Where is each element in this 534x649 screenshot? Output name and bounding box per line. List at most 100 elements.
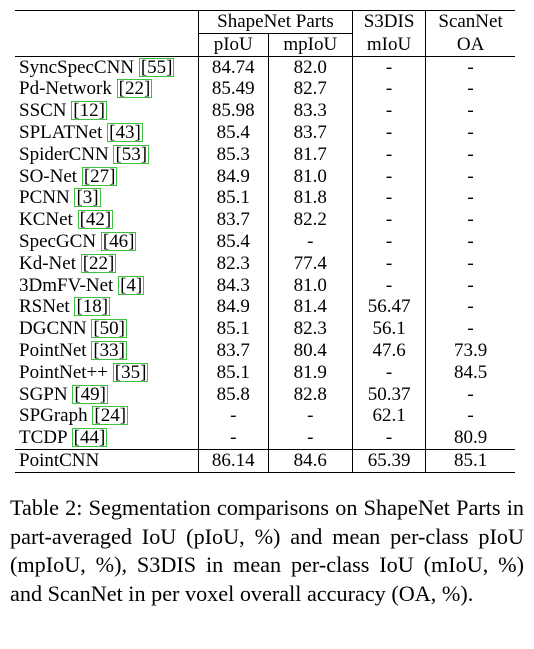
oa-cell: - — [467, 296, 474, 318]
piou-cell: 85.1 — [198, 318, 269, 340]
method-name: SO-Net — [19, 165, 78, 187]
miou-cell: 56.1 — [352, 318, 427, 340]
subheader-piou: pIoU — [198, 33, 269, 57]
mpiou-cell-final: 84.6 — [268, 448, 353, 473]
method-name: SpecGCN — [19, 230, 97, 252]
method-name: DGCNN — [19, 318, 87, 340]
subheader-oa: OA — [425, 33, 515, 57]
citation-link[interactable]: [3] — [74, 187, 101, 209]
citation-link[interactable]: [55] — [138, 56, 175, 78]
oa-cell: - — [467, 165, 474, 187]
oa-cell: - — [467, 143, 474, 165]
subheader-mpiou: mpIoU — [268, 33, 353, 57]
results-table-body: SyncSpecCNN [55] 84.74 82.0- - Pd-Network [2… — [15, 56, 515, 473]
oa-cell: - — [467, 230, 474, 252]
method-name: SpiderCNN — [19, 143, 109, 165]
oa-cell: 84.5 — [453, 361, 488, 383]
method-name: PointNet++ — [19, 361, 108, 383]
miou-cell: - — [352, 165, 427, 188]
table-row: Kd-Net [22] 82.3 77.4- - — [15, 252, 515, 275]
citation-link[interactable]: [33] — [91, 339, 127, 361]
mpiou-cell: 81.8 — [268, 187, 353, 210]
method-name: SPLATNet — [19, 121, 103, 143]
miou-cell: - — [352, 427, 427, 450]
method-cell: PCNN [3] — [15, 187, 199, 210]
mpiou-cell: 82.3 — [268, 318, 353, 340]
table-row: KCNet [42] 83.7 82.2- - — [15, 209, 515, 231]
oa-cell: - — [467, 405, 474, 427]
mpiou-cell: 81.0 — [268, 165, 353, 188]
method-name: PCNN — [19, 187, 70, 209]
piou-cell: - — [198, 405, 269, 428]
piou-cell: 83.7 — [198, 209, 269, 231]
table-row: SGPN [49] 85.8 82.8 50.37- — [15, 383, 515, 406]
method-cell: DGCNN [50] — [15, 318, 199, 340]
citation-link[interactable]: [42] — [77, 209, 114, 231]
citation-link[interactable]: [44] — [71, 427, 108, 449]
citation-link[interactable]: [49] — [72, 383, 108, 405]
table-row: SPGraph [24] - -62.1- — [15, 405, 515, 428]
method-name: SSCN — [19, 100, 67, 122]
oa-cell: - — [467, 383, 474, 405]
mpiou-cell: - — [268, 427, 353, 450]
table-row: PointNet++ [35] 85.1 81.9-84.5 — [15, 361, 515, 384]
citation-link[interactable]: [22] — [80, 252, 117, 274]
method-cell: 3DmFV-Net [4] — [15, 274, 199, 297]
miou-cell: - — [352, 187, 427, 210]
mpiou-cell: 81.4 — [268, 296, 353, 319]
group-header-row: ShapeNet Parts S3DIS ScanNet — [15, 10, 515, 34]
citation-link[interactable]: [53] — [113, 143, 150, 165]
segmentation-results-table: ShapeNet Parts S3DIS ScanNet pIoU mpIoU … — [15, 10, 515, 473]
oa-cell: - — [467, 78, 474, 100]
oa-cell: - — [467, 100, 474, 122]
citation-link[interactable]: [24] — [92, 405, 129, 427]
oa-cell: 80.9 — [453, 427, 488, 449]
method-cell: Pd-Network [22] — [15, 78, 199, 101]
miou-cell: - — [352, 56, 427, 79]
piou-cell: 84.74 — [198, 56, 269, 79]
method-cell: RSNet [18] — [15, 296, 199, 319]
mpiou-cell: 81.9 — [268, 361, 353, 384]
citation-link[interactable]: [50] — [91, 318, 127, 340]
miou-cell: 47.6 — [352, 339, 427, 362]
header-scannet: ScanNet — [425, 10, 515, 34]
table-row: SO-Net [27] 84.9 81.0- - — [15, 165, 515, 188]
oa-cell: - — [467, 318, 474, 340]
subheader-miou: mIoU — [352, 33, 427, 57]
mpiou-cell: 82.7 — [268, 78, 353, 101]
citation-link[interactable]: [43] — [107, 121, 143, 143]
method-name: Kd-Net — [19, 252, 76, 274]
method-name: SyncSpecCNN — [19, 56, 135, 78]
method-name: SPGraph — [19, 405, 88, 427]
mpiou-cell: 82.2 — [268, 209, 353, 231]
method-cell: SSCN [12] — [15, 100, 199, 122]
oa-cell: - — [467, 274, 474, 296]
table-row: TCDP [44] - - -80.9 — [15, 427, 515, 450]
miou-cell-final: 65.39 — [352, 448, 427, 473]
citation-link[interactable]: [12] — [71, 100, 107, 122]
oa-cell: - — [467, 209, 474, 231]
citation-link[interactable]: [4] — [118, 274, 145, 296]
method-cell: SGPN [49] — [15, 383, 199, 406]
method-cell: SyncSpecCNN [55] — [15, 56, 199, 79]
citation-link[interactable]: [22] — [116, 78, 153, 100]
table-row: 3DmFV-Net [4] 84.3 81.0- - — [15, 274, 515, 297]
piou-cell: 85.8 — [198, 383, 269, 406]
table-row: SSCN [12] 85.98 83.3- - — [15, 100, 515, 122]
mpiou-cell: 80.4 — [268, 339, 353, 362]
table-row: Pd-Network [22] 85.49 82.7- - — [15, 78, 515, 101]
citation-link[interactable]: [35] — [112, 361, 149, 383]
miou-cell: 56.47 — [352, 296, 427, 319]
citation-link[interactable]: [18] — [74, 296, 111, 318]
mpiou-cell: - — [268, 230, 353, 253]
mpiou-cell: 81.7 — [268, 143, 353, 166]
header-shapenet-parts: ShapeNet Parts — [198, 10, 353, 34]
oa-cell: - — [467, 252, 474, 274]
method-cell: Kd-Net [22] — [15, 252, 199, 275]
citation-link[interactable]: [46] — [100, 230, 137, 252]
table-row: SpiderCNN [53] 85.3 81.7- - — [15, 143, 515, 166]
method-cell-final: PointCNN — [15, 448, 199, 473]
piou-cell: 82.3 — [198, 252, 269, 275]
piou-cell: - — [198, 427, 269, 450]
citation-link[interactable]: [27] — [81, 165, 118, 187]
